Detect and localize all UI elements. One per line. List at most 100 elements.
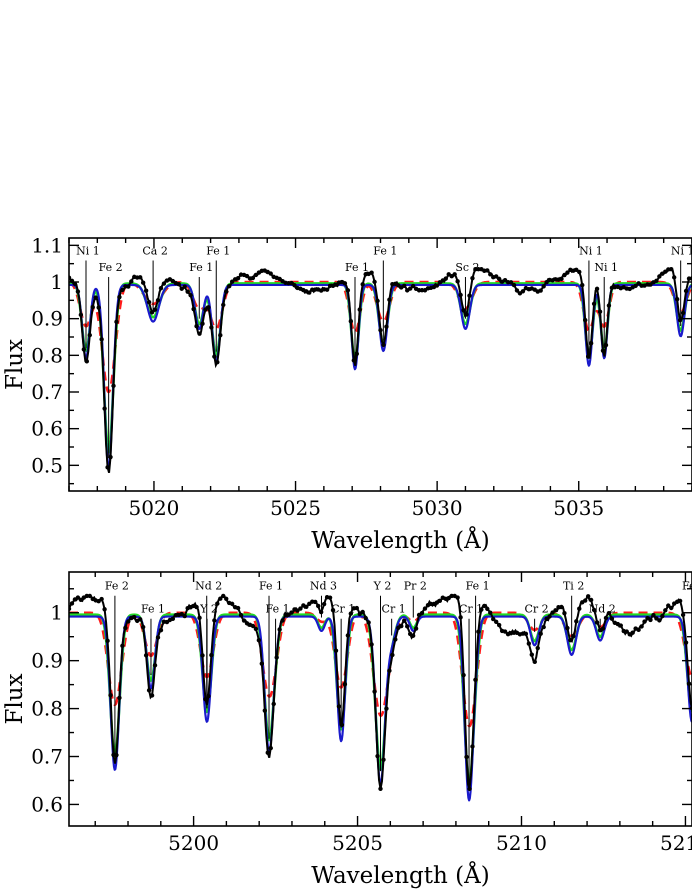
observed-point [235, 275, 241, 281]
observed-point [253, 626, 259, 632]
line-label: Ni 1 [76, 245, 100, 258]
observed-point [588, 341, 594, 346]
plot-frame [68, 571, 692, 827]
observed-point [289, 610, 294, 615]
y-tick-label: 0.9 [31, 649, 63, 673]
observed-point [387, 297, 392, 302]
observed-point [461, 672, 466, 678]
observed-point [360, 282, 365, 287]
observed-point [123, 625, 128, 631]
observed-point [636, 281, 641, 286]
line-label: Ni 1 [594, 261, 618, 274]
observed-point [455, 595, 460, 600]
observed-point [651, 612, 656, 618]
observed-point [78, 312, 84, 318]
y-tick-label: 1 [50, 601, 63, 625]
observed-point [666, 603, 671, 608]
observed-point [114, 319, 119, 325]
observed-point [624, 629, 629, 634]
observed-point [155, 298, 161, 303]
observed-point [603, 615, 609, 621]
observed-point [514, 288, 520, 293]
observed-point [535, 645, 540, 651]
x-tick-label: 5035 [553, 496, 604, 520]
observed-point [577, 606, 582, 611]
x-tick-label: 5215 [660, 831, 692, 855]
observed-point [108, 454, 113, 460]
y-tick-label: 0.7 [31, 380, 63, 404]
observed-point [410, 633, 416, 638]
observed-point [330, 607, 336, 613]
observed-point [197, 615, 202, 621]
observed-point [594, 620, 600, 625]
observed-point [405, 624, 410, 629]
observed-point [158, 627, 164, 633]
line-label: Nd 2 [589, 603, 616, 616]
observed-point [336, 704, 342, 709]
observed-point [102, 607, 107, 612]
observed-point [544, 280, 549, 285]
observed-point [72, 281, 78, 287]
observed-point [399, 623, 404, 629]
observed-point [143, 653, 149, 658]
x-tick-label: 5020 [129, 496, 180, 520]
observed-point [458, 615, 463, 620]
line-label: Ni 1 [579, 245, 603, 258]
observed-point [224, 596, 229, 601]
observed-point [410, 283, 416, 289]
observed-point [393, 637, 398, 642]
observed-point [182, 613, 187, 619]
observed-point [108, 693, 113, 698]
observed-point [277, 627, 282, 632]
observed-point [669, 266, 674, 272]
y-tick-label: 0.6 [31, 417, 63, 441]
observed-point [96, 305, 101, 310]
observed-point [342, 281, 348, 286]
observed-point [603, 342, 609, 348]
observed-point [227, 284, 232, 289]
observed-point [224, 289, 229, 294]
x-tick-label: 5200 [168, 831, 219, 855]
observed-point [482, 603, 487, 609]
observed-point [146, 299, 152, 305]
y-axis-label: Flux [2, 339, 28, 390]
line-label: Fe 1 [682, 580, 692, 593]
observed-point [265, 750, 270, 755]
observed-point [250, 275, 256, 281]
observed-point [363, 615, 368, 621]
observed-point [132, 614, 137, 620]
line-label: Cr 2 [525, 603, 549, 616]
observed-point [630, 630, 635, 635]
observed-point [250, 623, 256, 629]
observed-point [485, 268, 490, 273]
observed-point [488, 610, 493, 615]
line-label: Fe 1 [259, 580, 283, 593]
observed-point [434, 283, 440, 288]
observed-point [606, 303, 612, 308]
y-tick-label: 0.6 [31, 792, 63, 816]
observed-point [485, 606, 490, 612]
observed-point [636, 627, 641, 633]
observed-point [105, 638, 110, 644]
observed-point [69, 601, 75, 606]
observed-point [479, 607, 484, 612]
observed-point [366, 620, 371, 625]
observed-point [657, 274, 662, 279]
x-tick-label: 5210 [496, 831, 547, 855]
observed-spectrum [69, 267, 692, 474]
observed-point [345, 288, 351, 293]
observed-point [502, 629, 508, 634]
observed-point [176, 281, 181, 287]
observed-point [369, 642, 374, 647]
observed-point [547, 614, 552, 619]
observed-point [369, 270, 374, 275]
observed-point [384, 324, 389, 329]
observed-point [455, 279, 460, 284]
observed-point [538, 631, 543, 636]
observed-point [520, 289, 526, 294]
observed-point [143, 288, 149, 293]
y-axis-label: Flux [2, 673, 28, 724]
observed-point [674, 297, 680, 302]
observed-point [381, 342, 386, 347]
observed-point [221, 302, 226, 308]
